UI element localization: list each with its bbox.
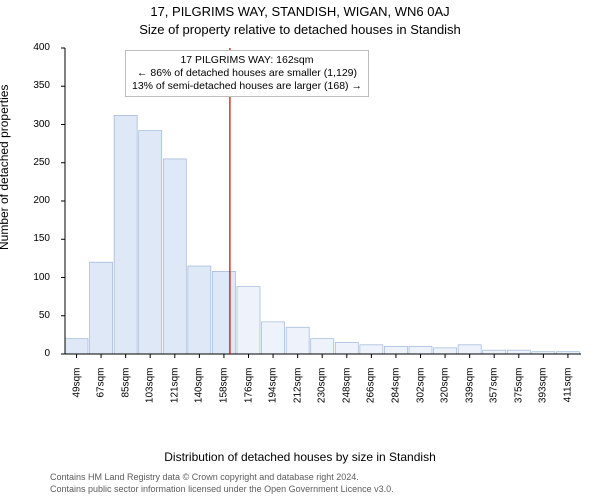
- y-tick-label: 150: [10, 233, 50, 244]
- y-tick-label: 300: [10, 119, 50, 130]
- x-tick-label: 248sqm: [341, 368, 352, 418]
- y-tick-label: 350: [10, 80, 50, 91]
- annotation-box: 17 PILGRIMS WAY: 162sqm ← 86% of detache…: [125, 50, 369, 97]
- y-tick-label: 50: [10, 310, 50, 321]
- x-tick-label: 85sqm: [120, 368, 131, 418]
- annotation-line: 13% of semi-detached houses are larger (…: [132, 80, 362, 93]
- plot-svg: [55, 44, 585, 404]
- y-tick-label: 100: [10, 272, 50, 283]
- annotation-line: 17 PILGRIMS WAY: 162sqm: [132, 54, 362, 67]
- x-tick-label: 284sqm: [390, 368, 401, 418]
- x-tick-label: 140sqm: [194, 368, 205, 418]
- x-tick-label: 103sqm: [145, 368, 156, 418]
- y-tick-label: 400: [10, 42, 50, 53]
- x-tick-label: 339sqm: [464, 368, 475, 418]
- x-tick-label: 302sqm: [415, 368, 426, 418]
- x-tick-label: 393sqm: [538, 368, 549, 418]
- plot-area: 17 PILGRIMS WAY: 162sqm ← 86% of detache…: [55, 44, 585, 404]
- x-tick-label: 411sqm: [562, 368, 573, 418]
- annotation-line: ← 86% of detached houses are smaller (1,…: [132, 67, 362, 80]
- y-tick-label: 250: [10, 157, 50, 168]
- x-tick-label: 212sqm: [292, 368, 303, 418]
- chart-title: Size of property relative to detached ho…: [0, 22, 600, 37]
- footer-line: Contains HM Land Registry data © Crown c…: [50, 472, 592, 482]
- x-tick-label: 158sqm: [218, 368, 229, 418]
- y-tick-label: 0: [10, 348, 50, 359]
- x-tick-label: 194sqm: [268, 368, 279, 418]
- x-tick-label: 121sqm: [169, 368, 180, 418]
- supertitle: 17, PILGRIMS WAY, STANDISH, WIGAN, WN6 0…: [0, 4, 600, 19]
- x-tick-label: 67sqm: [96, 368, 107, 418]
- x-tick-label: 375sqm: [513, 368, 524, 418]
- x-tick-label: 230sqm: [317, 368, 328, 418]
- footer-line: Contains public sector information licen…: [50, 484, 592, 494]
- x-tick-label: 266sqm: [366, 368, 377, 418]
- chart-container: 17, PILGRIMS WAY, STANDISH, WIGAN, WN6 0…: [0, 0, 600, 500]
- x-axis-label: Distribution of detached houses by size …: [0, 450, 600, 464]
- y-tick-label: 200: [10, 195, 50, 206]
- x-tick-label: 176sqm: [243, 368, 254, 418]
- x-tick-label: 49sqm: [71, 368, 82, 418]
- x-tick-label: 357sqm: [489, 368, 500, 418]
- x-tick-label: 320sqm: [440, 368, 451, 418]
